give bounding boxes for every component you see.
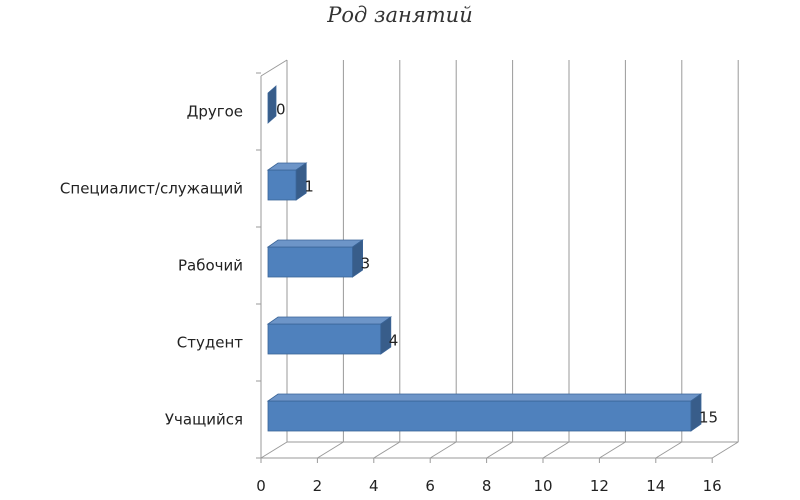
x-tick-label: 16	[703, 477, 722, 495]
floor-gridline	[373, 441, 401, 459]
floor-gridline	[655, 441, 683, 459]
category-labels: Учащийся Студент Рабочий Специалист/служащи…	[60, 103, 243, 429]
floor-gridline	[599, 441, 626, 459]
bar-front	[267, 323, 382, 355]
data-label: 1	[304, 178, 314, 196]
bar	[267, 85, 277, 124]
x-tick-label: 2	[313, 477, 323, 495]
data-label: 3	[361, 255, 371, 273]
floor-gridline	[429, 441, 457, 459]
bar-top	[266, 316, 393, 325]
floor-gridline	[711, 441, 739, 459]
left-wall-top-edge	[260, 59, 288, 77]
bar-front	[267, 246, 353, 278]
data-labels: 15 4 3 1 0	[276, 101, 718, 427]
bar-front	[267, 400, 692, 432]
bar	[266, 393, 703, 432]
bars	[266, 85, 703, 432]
floor-gridline	[542, 441, 570, 459]
x-tick-label: 12	[590, 477, 609, 495]
gridlines	[260, 60, 739, 459]
x-tick-label: 4	[369, 477, 379, 495]
category-label: Учащийся	[165, 411, 243, 429]
bar	[266, 316, 393, 355]
category-label: Рабочий	[178, 257, 243, 275]
bar-side	[267, 85, 277, 124]
bar-top	[266, 393, 703, 402]
bar-side	[690, 393, 702, 432]
x-tick-label: 6	[425, 477, 435, 495]
category-label: Специалист/служащий	[60, 180, 243, 198]
category-label: Другое	[187, 103, 243, 121]
bar	[266, 239, 364, 278]
chart-title: Род занятий	[326, 3, 472, 27]
data-label: 0	[276, 101, 286, 119]
bar	[266, 162, 308, 201]
bar-side	[295, 162, 307, 201]
data-label: 15	[699, 409, 718, 427]
category-label: Студент	[177, 334, 243, 352]
x-tick-label: 0	[256, 477, 266, 495]
floor-gridline	[486, 441, 513, 459]
bar-side	[352, 239, 364, 278]
data-label: 4	[389, 332, 399, 350]
x-tick-label: 8	[482, 477, 492, 495]
floor-gridline	[260, 441, 288, 459]
bar-top	[266, 239, 364, 248]
x-tick-label: 14	[646, 477, 665, 495]
floor-gridline	[317, 441, 344, 459]
bar-front	[267, 169, 297, 201]
bar-side	[380, 316, 392, 355]
axes	[256, 59, 739, 463]
x-tick-labels: 0 2 4 6 8 10 12 14 16	[256, 477, 722, 495]
x-tick-label: 10	[533, 477, 552, 495]
